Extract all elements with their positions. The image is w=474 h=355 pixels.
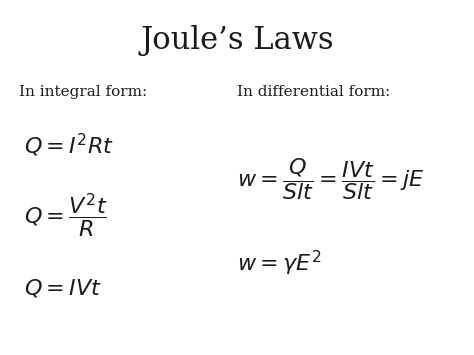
- Text: In integral form:: In integral form:: [19, 85, 147, 99]
- Text: $Q = \dfrac{V^2 t}{R}$: $Q = \dfrac{V^2 t}{R}$: [24, 192, 107, 240]
- Text: $w = \dfrac{Q}{Slt} = \dfrac{IVt}{Slt} = jE$: $w = \dfrac{Q}{Slt} = \dfrac{IVt}{Slt} =…: [237, 156, 424, 202]
- Text: $Q = IVt$: $Q = IVt$: [24, 277, 102, 299]
- Text: $w = \gamma E^2$: $w = \gamma E^2$: [237, 248, 321, 278]
- Text: $Q = I^2 Rt$: $Q = I^2 Rt$: [24, 131, 114, 159]
- Text: In differential form:: In differential form:: [237, 85, 391, 99]
- Text: Joule’s Laws: Joule’s Laws: [140, 25, 334, 56]
